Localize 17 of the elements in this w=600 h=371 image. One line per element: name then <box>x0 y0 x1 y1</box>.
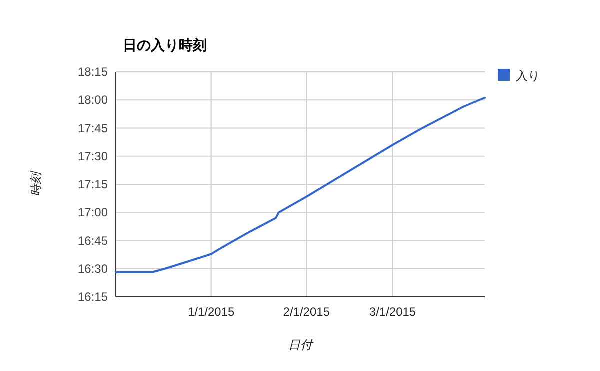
x-tick-label: 1/1/2015 <box>188 305 236 319</box>
y-tick-label: 16:45 <box>78 234 108 248</box>
x-tick-label: 3/1/2015 <box>369 305 416 319</box>
y-tick-label: 17:45 <box>78 121 108 136</box>
chart-title: 日の入り時刻 <box>123 37 207 53</box>
x-axis-title: 日付 <box>288 338 314 352</box>
line-series <box>115 96 486 274</box>
y-tick-label: 17:00 <box>78 206 108 220</box>
y-tick-label: 17:15 <box>78 178 108 192</box>
legend-label: 入り <box>516 69 540 83</box>
y-tick-label: 16:15 <box>78 290 108 304</box>
y-tick-label: 18:00 <box>78 93 108 108</box>
y-axis-title: 時刻 <box>29 170 43 196</box>
y-tick-label: 18:15 <box>78 65 108 79</box>
y-tick-label: 17:30 <box>78 149 108 164</box>
x-tick-label: 2/1/2015 <box>283 305 330 319</box>
y-tick-label: 16:30 <box>78 262 108 276</box>
